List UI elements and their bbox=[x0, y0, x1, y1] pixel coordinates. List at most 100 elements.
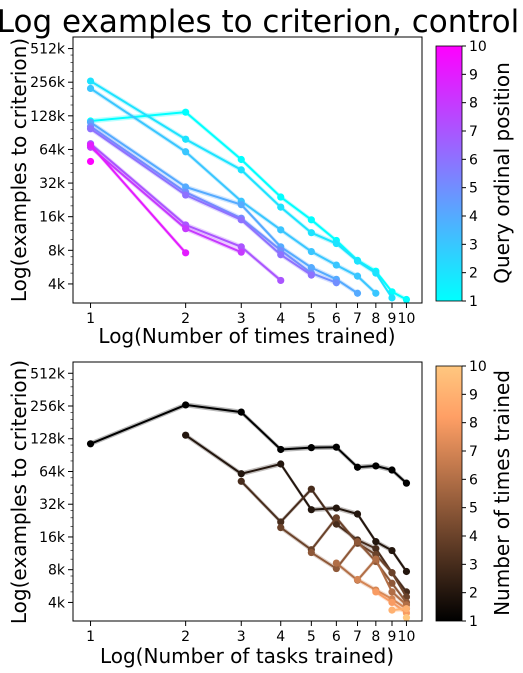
x-tick-label: 3 bbox=[237, 311, 246, 327]
series-9 bbox=[388, 605, 411, 614]
bottom-marks bbox=[86, 401, 411, 622]
series-line bbox=[89, 142, 282, 282]
data-point bbox=[277, 445, 285, 454]
colorbar-tick-label: 9 bbox=[469, 67, 478, 83]
bottom-plot-frame bbox=[72, 361, 423, 622]
data-point bbox=[237, 477, 245, 485]
series-line bbox=[90, 111, 407, 301]
data-point bbox=[388, 606, 396, 614]
y-tick-label: 256k bbox=[30, 75, 66, 91]
data-point bbox=[388, 579, 396, 587]
series-band bbox=[90, 85, 376, 296]
series-7 bbox=[86, 140, 285, 285]
x-tick-label: 5 bbox=[307, 629, 316, 645]
data-point bbox=[307, 216, 315, 224]
data-point bbox=[277, 251, 285, 259]
data-point bbox=[277, 203, 285, 211]
data-point bbox=[182, 148, 190, 156]
data-point bbox=[332, 520, 340, 528]
series-5 bbox=[307, 538, 411, 607]
colorbar-tick-label: 8 bbox=[469, 96, 478, 112]
y-tick-label: 64k bbox=[39, 142, 66, 158]
x-tick-label: 6 bbox=[332, 629, 341, 645]
data-point bbox=[332, 564, 340, 573]
x-tick-label: 4 bbox=[276, 311, 285, 327]
data-point bbox=[353, 272, 362, 280]
data-point bbox=[237, 166, 245, 174]
x-tick-label: 7 bbox=[353, 311, 362, 327]
colorbar-tick-label: 10 bbox=[469, 359, 487, 375]
data-point bbox=[182, 249, 190, 257]
data-point bbox=[86, 157, 95, 166]
colorbar-tick-label: 1 bbox=[469, 614, 478, 630]
data-point bbox=[372, 269, 380, 277]
data-point bbox=[372, 545, 380, 553]
data-point bbox=[182, 191, 190, 199]
series-line bbox=[89, 125, 337, 284]
top-plot-frame bbox=[72, 36, 423, 304]
colorbar-tick-label: 3 bbox=[469, 557, 478, 573]
series-line bbox=[90, 80, 393, 299]
data-point bbox=[277, 460, 285, 468]
data-point bbox=[277, 193, 285, 201]
colorbar-tick-label: 10 bbox=[469, 39, 487, 55]
data-point bbox=[182, 108, 190, 116]
data-point bbox=[332, 514, 340, 522]
figure-title: Log examples to criterion, control bbox=[0, 4, 519, 40]
colorbar-tick-label: 8 bbox=[469, 416, 478, 432]
data-point bbox=[388, 588, 396, 596]
series-line bbox=[357, 578, 408, 610]
colorbar-tick-label: 5 bbox=[469, 501, 478, 517]
x-tick-label: 7 bbox=[353, 629, 362, 645]
data-point bbox=[388, 546, 396, 555]
top-x-axis-label: Log(Number of times trained) bbox=[98, 324, 395, 348]
x-tick-label: 3 bbox=[237, 629, 246, 645]
y-tick-label: 16k bbox=[39, 210, 66, 226]
data-point bbox=[237, 408, 245, 416]
colorbar-tick-label: 2 bbox=[469, 266, 478, 282]
data-point bbox=[307, 444, 315, 452]
y-tick-label: 4k bbox=[48, 595, 66, 611]
data-point bbox=[388, 569, 396, 577]
y-tick-label: 256k bbox=[30, 399, 66, 415]
top-colorbar-label: Query ordinal position bbox=[490, 62, 514, 284]
series-6 bbox=[86, 125, 315, 279]
series-band bbox=[90, 78, 392, 301]
series-band bbox=[90, 141, 281, 283]
series-line bbox=[89, 87, 377, 294]
colorbar-tick-label: 3 bbox=[469, 237, 478, 253]
x-tick-label: 1 bbox=[86, 311, 95, 327]
data-point bbox=[332, 504, 340, 512]
data-point bbox=[353, 463, 362, 471]
series-band bbox=[241, 478, 407, 595]
colorbar-tick-label: 1 bbox=[469, 294, 478, 310]
x-tick-label: 9 bbox=[388, 629, 397, 645]
data-point bbox=[307, 247, 315, 256]
top-colorbar: 1 2 3 4 5 6 7 8 9 10 Query ordinal position bbox=[435, 39, 514, 310]
data-point bbox=[182, 135, 190, 143]
y-tick-label: 128k bbox=[30, 432, 66, 448]
data-point bbox=[307, 485, 315, 493]
series-1 bbox=[86, 401, 411, 487]
data-point bbox=[277, 524, 285, 532]
x-tick-label: 8 bbox=[371, 311, 380, 327]
data-point bbox=[388, 466, 396, 474]
series-line bbox=[310, 540, 408, 604]
data-point bbox=[182, 183, 190, 191]
colorbar-tick-label: 6 bbox=[469, 152, 478, 168]
bottom-y-axis-label: Log(examples to criterion) bbox=[7, 360, 31, 624]
data-point bbox=[353, 575, 362, 584]
y-tick-label: 64k bbox=[39, 464, 66, 480]
data-point bbox=[307, 548, 315, 557]
data-point bbox=[182, 401, 190, 409]
top-marks bbox=[86, 77, 411, 304]
x-tick-label: 4 bbox=[276, 629, 285, 645]
series-10 bbox=[86, 157, 95, 166]
data-point bbox=[277, 518, 285, 526]
data-point bbox=[332, 443, 340, 451]
data-point bbox=[402, 295, 411, 304]
data-point bbox=[332, 279, 340, 287]
data-point bbox=[86, 440, 95, 448]
bottom-colorbar-label: Number of times trained bbox=[490, 370, 514, 616]
